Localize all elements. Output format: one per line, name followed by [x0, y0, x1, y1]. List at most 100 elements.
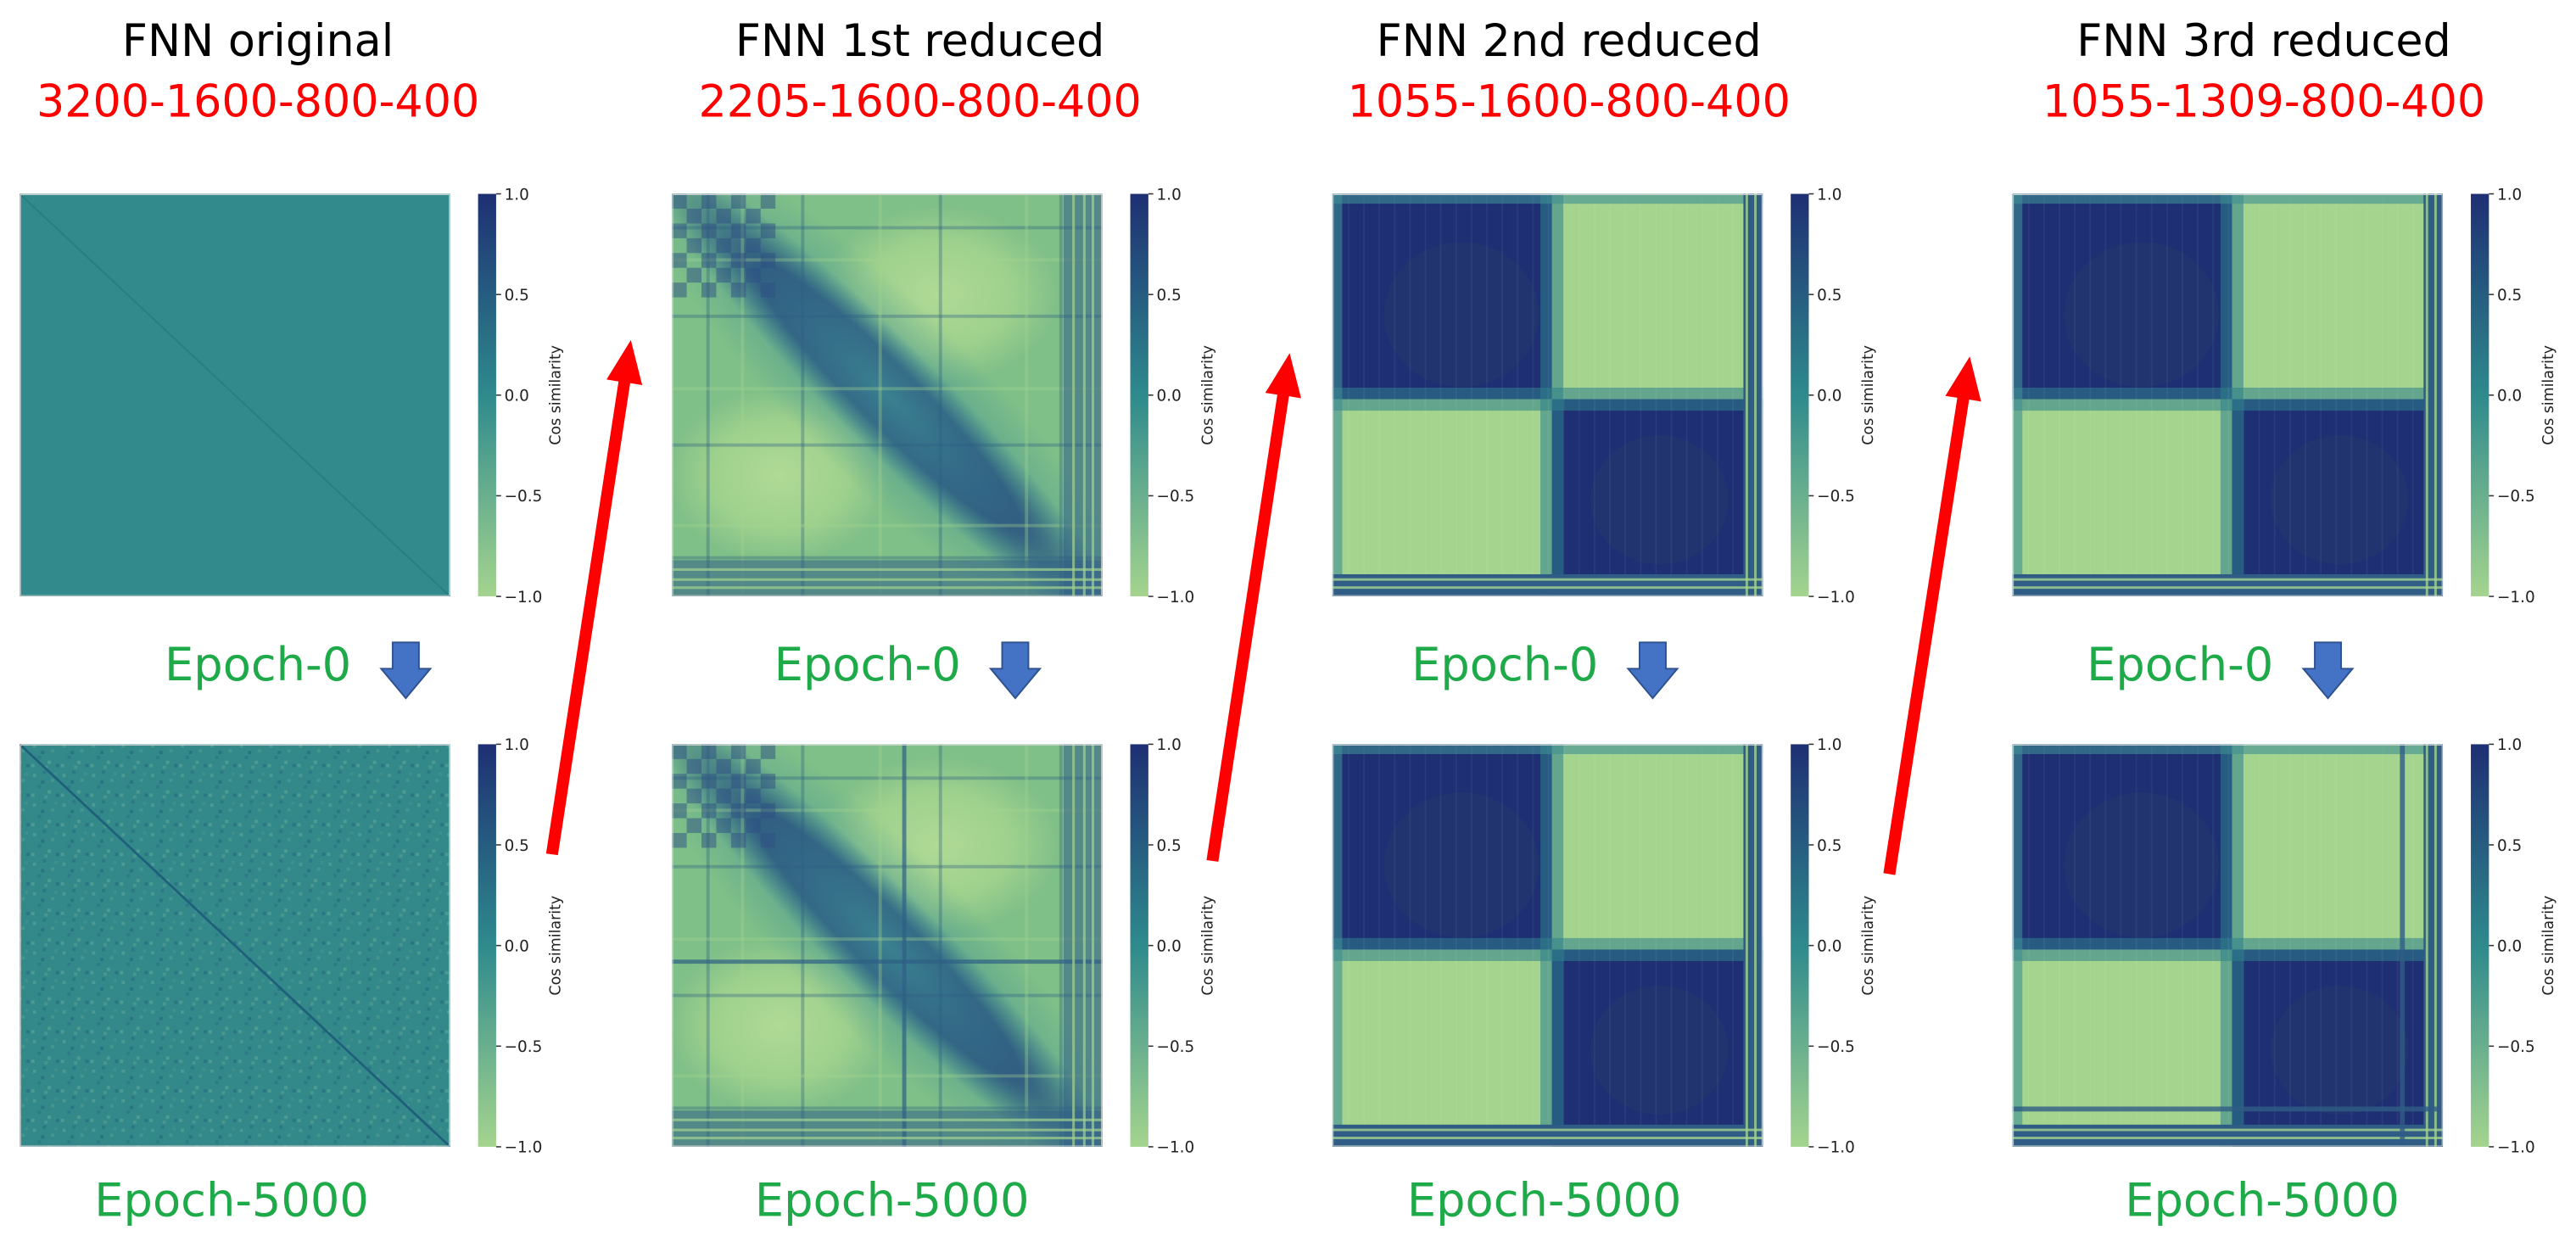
checker-cell	[672, 744, 687, 759]
stripe-h	[672, 523, 1103, 528]
streak	[1593, 744, 1595, 1147]
checker-cell	[760, 193, 776, 209]
heatmap-cells	[20, 193, 450, 597]
checker-cell	[701, 774, 717, 789]
diagonal-band	[672, 193, 1103, 597]
stripe-v	[801, 193, 805, 597]
checker-cell	[760, 803, 776, 819]
streak	[1655, 744, 1657, 1147]
panel-4: FNN 3rd reduced 1055-1309-800-400 1.0 0.5 0.…	[2012, 15, 2557, 1227]
streak	[2042, 193, 2045, 597]
epoch-0-label: Epoch-0	[165, 638, 351, 691]
block-core	[1590, 986, 1729, 1115]
edge-band	[1743, 193, 1763, 597]
block-core	[2271, 435, 2409, 565]
heatmap-border	[2013, 194, 2443, 596]
stripe-v	[1025, 744, 1029, 1147]
edge-band	[2012, 744, 2023, 1147]
stripe-h	[672, 443, 1103, 447]
checker-cell	[701, 193, 717, 209]
colorbar-tick-label: 0.5	[1817, 837, 1841, 855]
diagonal-band-halo	[672, 193, 1103, 597]
diagonal-line	[20, 193, 450, 597]
streak	[2258, 193, 2260, 597]
panel-3: FNN 2nd reduced 1055-1600-800-400 1.0 0.5 0.…	[1332, 15, 1877, 1227]
stripe-h	[672, 258, 1103, 262]
streak	[1439, 744, 1442, 1147]
colorbar-label: Cos similarity	[2540, 896, 2557, 996]
streak	[1363, 193, 1365, 597]
block-core	[2064, 792, 2220, 938]
red-arrow-icon	[1883, 356, 1981, 875]
colorbar	[478, 744, 496, 1147]
streak	[1562, 744, 1565, 1147]
streak	[2212, 744, 2215, 1147]
checker-cell	[701, 832, 717, 848]
epoch-0-label: Epoch-0	[2087, 638, 2273, 691]
red-arrow-shape	[545, 339, 643, 856]
edge-band	[1332, 193, 1343, 597]
checker-cell	[686, 238, 702, 254]
edge-stripe	[2012, 586, 2444, 590]
streak	[1547, 193, 1550, 597]
heatmap-epoch-0: 1.0 0.5 0.0 −0.5 −1.0 Cos similarity	[20, 186, 564, 607]
colorbar-tick-label: 0.5	[1157, 837, 1182, 855]
streak	[2104, 193, 2107, 597]
edge-stripe	[2012, 1128, 2444, 1132]
stripe-h	[672, 387, 1103, 391]
checker-cell	[730, 744, 746, 759]
panel-title: FNN 1st reduced	[735, 15, 1104, 67]
stripe-v	[878, 193, 882, 597]
checker-cell	[701, 803, 717, 819]
colorbar-label: Cos similarity	[2540, 345, 2557, 445]
heatmap-cells	[1332, 193, 1763, 597]
heatmap-epoch-5000: 1.0 0.5 0.0 −0.5 −1.0 Cos similarity	[1332, 736, 1877, 1157]
block-core	[2271, 986, 2409, 1115]
streak	[2288, 193, 2291, 597]
edge-stripe	[1091, 744, 1095, 1147]
colorbar-tick-label: 0.0	[505, 937, 529, 955]
architecture-label: 2205-1600-800-400	[699, 76, 1142, 128]
stripe-v	[706, 193, 710, 597]
edge-stripe	[672, 1118, 1103, 1121]
colorbar-tick-label: 1.0	[1157, 186, 1182, 204]
edge-stripe	[1082, 744, 1086, 1147]
checker-cell	[760, 253, 776, 268]
streak	[1409, 744, 1411, 1147]
checker-cell	[686, 818, 702, 833]
streak	[2288, 744, 2291, 1147]
stripe-v	[938, 744, 942, 1147]
streak	[2396, 193, 2399, 597]
streak	[2381, 744, 2383, 1147]
streak	[1701, 744, 1703, 1147]
streak	[1640, 193, 1642, 597]
checker-cell	[701, 253, 717, 268]
edge-band	[1332, 744, 1343, 1147]
diagonal-band	[672, 744, 1103, 1147]
streak	[2089, 744, 2092, 1147]
colorbar-tick-label: 0.0	[1817, 937, 1841, 955]
streak	[2042, 744, 2045, 1147]
epoch-5000-label: Epoch-5000	[94, 1173, 369, 1227]
colorbar-tick-label: −1.0	[1157, 589, 1195, 607]
streak	[1685, 744, 1688, 1147]
colorbar	[1130, 193, 1148, 597]
stripe-v	[1025, 193, 1029, 597]
red-arrow-shape	[1883, 356, 1981, 875]
colorbar-tick-label: 0.0	[1157, 388, 1182, 405]
panel-1: FNN original 3200-1600-800-400 1.0 0.5 0.0 −0…	[20, 15, 564, 1227]
streak	[2104, 744, 2107, 1147]
checker-cell	[686, 267, 702, 283]
checker-cell	[716, 238, 731, 254]
checker-cell	[746, 758, 761, 774]
arrow-down-icon	[379, 641, 433, 700]
colorbar-tick-label: −1.0	[1817, 1139, 1855, 1157]
edge-stripe	[672, 1137, 1103, 1140]
edge-band	[2400, 744, 2406, 1147]
colorbar-tick-label: −1.0	[505, 1139, 543, 1157]
architecture-label: 1055-1309-800-400	[2042, 76, 2485, 128]
colorbar-tick-label: −0.5	[1817, 488, 1855, 506]
streak	[1409, 193, 1411, 597]
stripe-h	[672, 993, 1103, 998]
stripe-h	[672, 1106, 1103, 1110]
